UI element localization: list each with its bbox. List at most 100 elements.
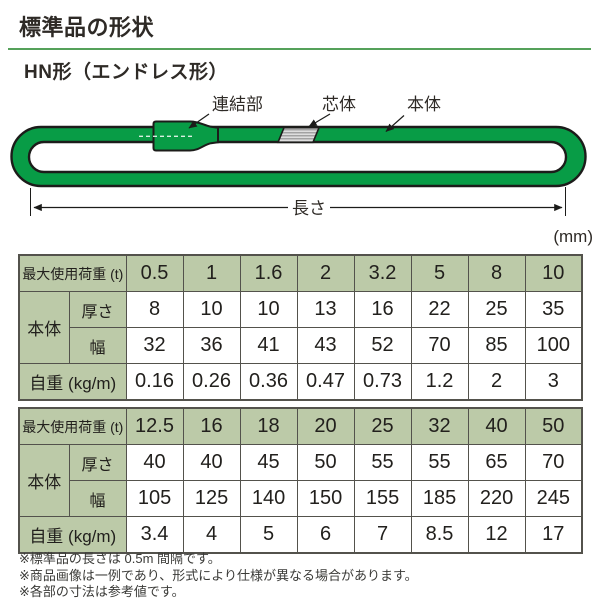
thickness-value: 13 [296,291,355,328]
footnote-reference-values: ※各部の寸法は参考値です。 [19,584,185,599]
max-load-header: 最大使用荷重 (t) [18,407,127,445]
thickness-value: 10 [182,291,241,328]
thickness-value: 65 [467,444,526,481]
body-pointer-arrow [385,115,405,132]
width-value: 43 [296,327,355,364]
width-value: 32 [125,327,184,364]
max-load-header: 最大使用荷重 (t) [18,254,127,292]
thickness-value: 22 [410,291,469,328]
connector-label: 連結部 [212,95,263,114]
section-subtitle: HN形（エンドレス形） [24,62,228,83]
max-load-row: 最大使用荷重 (t) 12.5 16 18 20 25 32 40 50 [18,407,583,445]
weight-value: 0.73 [353,363,412,401]
weight-value: 0.26 [182,363,241,401]
core-pointer-arrow [308,113,331,128]
width-value: 150 [296,480,355,517]
width-value: 36 [182,327,241,364]
width-header: 幅 [68,480,127,517]
thickness-value: 40 [182,444,241,481]
thickness-value: 8 [125,291,184,328]
max-load-value: 20 [296,407,355,445]
width-value: 185 [410,480,469,517]
max-load-value: 16 [182,407,241,445]
page-title: 標準品の形状 [19,15,155,40]
weight-value: 5 [239,516,298,554]
max-load-value: 12.5 [125,407,184,445]
sling-diagram: 連結部 芯体 本体 長さ [10,95,587,218]
width-value: 125 [182,480,241,517]
width-row: 幅 32 36 41 43 52 70 85 100 [19,327,583,364]
thickness-value: 55 [353,444,412,481]
max-load-value: 25 [353,407,412,445]
thickness-value: 25 [467,291,526,328]
weight-value: 0.16 [125,363,184,401]
width-value: 100 [524,327,583,364]
width-value: 155 [353,480,412,517]
max-load-value: 8 [467,254,526,292]
footnotes: ※標準品の長さは 0.5m 間隔です。 ※商品画像は一例であり、形式により仕様が… [19,551,418,600]
thickness-header: 厚さ [68,291,127,328]
weight-row: 自重 (kg/m) 3.4 4 5 6 7 8.5 12 17 [18,516,583,554]
thickness-row: 本体 厚さ 8 10 10 13 16 22 25 35 [18,291,583,364]
weight-value: 2 [467,363,526,401]
footnote-length-interval: ※標準品の長さは 0.5m 間隔です。 [19,551,221,566]
core-shape [276,126,321,144]
max-load-row: 最大使用荷重 (t) 0.5 1 1.6 2 3.2 5 8 10 [18,254,583,292]
thickness-header: 厚さ [68,444,127,481]
weight-header: 自重 (kg/m) [18,516,127,554]
connector-pointer-arrow [188,113,210,129]
weight-value: 1.2 [410,363,469,401]
spec-table-large-sizes: 最大使用荷重 (t) 12.5 16 18 20 25 32 40 50 本体 … [18,407,584,554]
thickness-row: 本体 厚さ 40 40 45 50 55 55 65 70 [18,444,583,517]
max-load-value: 18 [239,407,298,445]
weight-value: 17 [524,516,583,554]
spec-table-small-sizes: 最大使用荷重 (t) 0.5 1 1.6 2 3.2 5 8 10 本体 厚さ … [18,254,584,401]
weight-row: 自重 (kg/m) 0.16 0.26 0.36 0.47 0.73 1.2 2… [18,363,583,401]
length-label: 長さ [292,199,326,218]
width-value: 245 [524,480,583,517]
max-load-value: 2 [296,254,355,292]
core-label: 芯体 [322,95,356,114]
max-load-value: 32 [410,407,469,445]
connector-shape [152,120,219,152]
width-value: 105 [125,480,184,517]
body-header: 本体 [18,444,70,517]
unit-label: (mm) [553,227,593,246]
weight-value: 3 [524,363,583,401]
max-load-value: 5 [410,254,469,292]
max-load-value: 0.5 [125,254,184,292]
max-load-value: 50 [524,407,583,445]
weight-value: 6 [296,516,355,554]
max-load-value: 1 [182,254,241,292]
footnote-image-example: ※商品画像は一例であり、形式により仕様が異なる場合があります。 [19,567,418,583]
width-value: 140 [239,480,298,517]
sling-inner-hole [27,140,568,174]
body-label: 本体 [407,95,441,114]
width-value: 52 [353,327,412,364]
weight-value: 4 [182,516,241,554]
thickness-value: 55 [410,444,469,481]
weight-value: 0.36 [239,363,298,401]
width-value: 41 [239,327,298,364]
thickness-value: 45 [239,444,298,481]
thickness-value: 35 [524,291,583,328]
max-load-value: 40 [467,407,526,445]
thickness-value: 70 [524,444,583,481]
max-load-value: 10 [524,254,583,292]
weight-header: 自重 (kg/m) [18,363,127,401]
title-divider [8,48,591,50]
thickness-value: 16 [353,291,412,328]
width-value: 70 [410,327,469,364]
weight-value: 12 [467,516,526,554]
width-value: 220 [467,480,526,517]
body-header: 本体 [18,291,70,364]
thickness-value: 50 [296,444,355,481]
weight-value: 0.47 [296,363,355,401]
width-row: 幅 105 125 140 150 155 185 220 245 [19,480,583,517]
thickness-value: 10 [239,291,298,328]
max-load-value: 1.6 [239,254,298,292]
weight-value: 3.4 [125,516,184,554]
width-value: 85 [467,327,526,364]
weight-value: 7 [353,516,412,554]
